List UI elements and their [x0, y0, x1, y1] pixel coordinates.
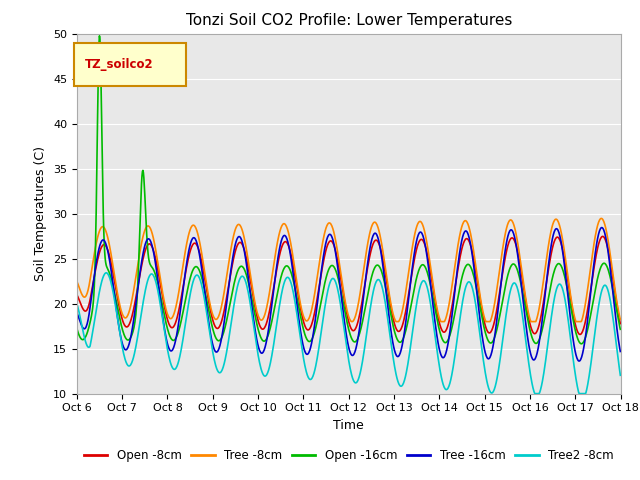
- Tree2 -8cm: [73, 300, 81, 306]
- Tree -8cm: [598, 216, 605, 221]
- Open -8cm: [577, 332, 584, 337]
- Open -8cm: [403, 299, 411, 305]
- Open -8cm: [73, 292, 81, 298]
- Open -16cm: [616, 326, 624, 332]
- Open -8cm: [554, 234, 561, 240]
- Tree -8cm: [497, 255, 505, 261]
- Open -16cm: [554, 261, 562, 267]
- FancyBboxPatch shape: [74, 43, 186, 86]
- Open -8cm: [616, 321, 624, 326]
- Open -16cm: [158, 300, 166, 305]
- Line: Open -8cm: Open -8cm: [77, 237, 620, 335]
- Open -16cm: [578, 341, 586, 347]
- Tree -16cm: [403, 307, 411, 312]
- Tree -8cm: [157, 282, 165, 288]
- Open -16cm: [133, 300, 141, 306]
- Tree2 -8cm: [158, 311, 166, 317]
- Tree -8cm: [348, 319, 356, 324]
- Line: Open -16cm: Open -16cm: [77, 36, 620, 344]
- Tree2 -8cm: [555, 282, 563, 288]
- Tree -16cm: [73, 310, 81, 315]
- Tree2 -8cm: [102, 270, 110, 276]
- Line: Tree -16cm: Tree -16cm: [77, 228, 620, 361]
- Tree -16cm: [554, 227, 561, 232]
- Tree -8cm: [554, 218, 562, 224]
- Open -8cm: [157, 287, 165, 292]
- Tree -16cm: [598, 225, 605, 230]
- Tree -16cm: [157, 304, 165, 310]
- Tree2 -8cm: [555, 281, 563, 287]
- Open -16cm: [404, 319, 412, 324]
- X-axis label: Time: Time: [333, 419, 364, 432]
- Y-axis label: Soil Temperatures (C): Soil Temperatures (C): [35, 146, 47, 281]
- Tree -8cm: [555, 219, 563, 225]
- Tree -8cm: [73, 278, 81, 284]
- Text: TZ_soilco2: TZ_soilco2: [85, 58, 154, 71]
- Tree -8cm: [404, 275, 412, 281]
- Tree -8cm: [132, 271, 140, 277]
- Tree -16cm: [132, 298, 140, 303]
- Open -8cm: [132, 292, 140, 298]
- Tree -16cm: [497, 282, 505, 288]
- Tree2 -8cm: [531, 391, 539, 396]
- Tree -8cm: [616, 316, 624, 322]
- Open -8cm: [497, 281, 505, 287]
- Open -16cm: [73, 325, 81, 331]
- Tree -16cm: [554, 228, 562, 233]
- Tree2 -8cm: [133, 339, 141, 345]
- Line: Tree -8cm: Tree -8cm: [77, 218, 620, 322]
- Line: Tree2 -8cm: Tree2 -8cm: [77, 273, 620, 394]
- Tree2 -8cm: [616, 372, 624, 378]
- Legend: Open -8cm, Tree -8cm, Open -16cm, Tree -16cm, Tree2 -8cm: Open -8cm, Tree -8cm, Open -16cm, Tree -…: [79, 444, 618, 467]
- Tree -16cm: [575, 358, 583, 364]
- Open -16cm: [497, 304, 505, 310]
- Tree2 -8cm: [497, 348, 505, 353]
- Open -16cm: [95, 33, 103, 39]
- Open -8cm: [599, 234, 607, 240]
- Tree -16cm: [616, 348, 624, 354]
- Title: Tonzi Soil CO2 Profile: Lower Temperatures: Tonzi Soil CO2 Profile: Lower Temperatur…: [186, 13, 512, 28]
- Tree2 -8cm: [404, 361, 412, 367]
- Open -8cm: [554, 234, 562, 240]
- Open -16cm: [555, 261, 563, 266]
